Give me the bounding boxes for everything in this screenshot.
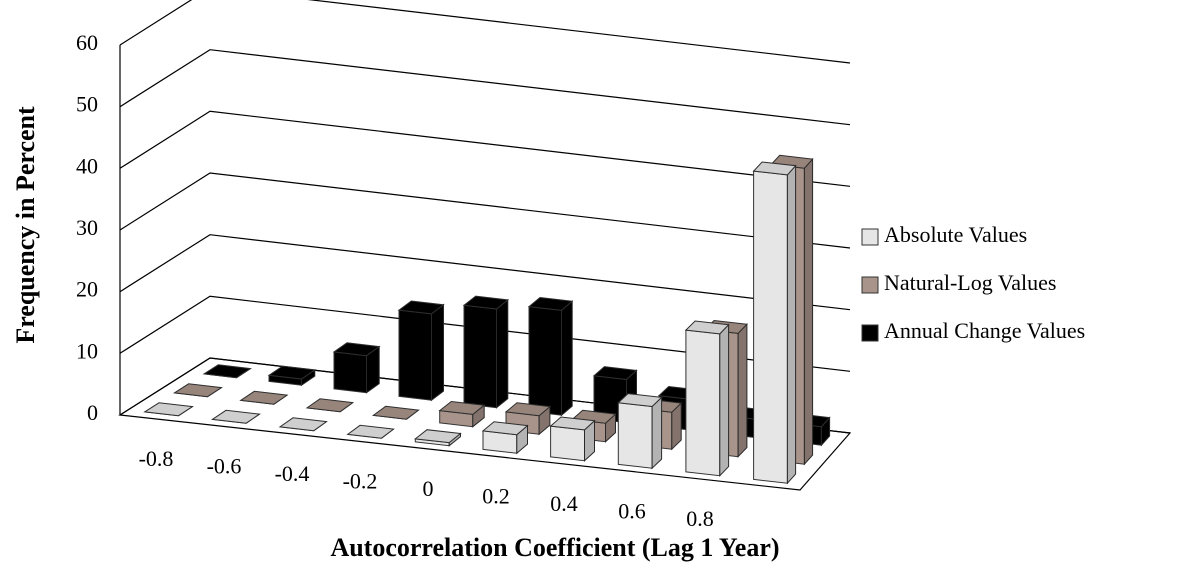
bar-side [561,300,573,417]
grid-line [119,110,851,187]
grid-line [119,172,851,249]
grid-line [119,234,851,311]
bar-top [462,295,510,310]
bar-side [719,323,730,477]
x-tick-label: 0.6 [618,498,646,523]
bar-top [684,320,730,335]
bar-side [431,303,444,402]
bar-top [210,409,261,424]
bar-top [504,402,552,417]
bar-side [737,322,748,458]
bar-top [481,421,529,436]
x-tick-label: -0.6 [207,453,242,478]
bar-side [803,157,814,466]
bar-front [333,351,367,394]
bar-front [398,309,432,401]
y-tick-label: 60 [76,30,98,55]
x-tick-label: 0.8 [686,506,714,531]
bar-front [528,306,562,416]
y-tick-label: 0 [87,400,98,425]
legend-label: Natural-Log Values [884,270,1057,295]
bar-top [617,393,663,408]
bar-top [346,424,395,439]
bar-top [752,161,797,176]
y-tick-label: 40 [76,153,98,178]
grid-line [119,49,851,126]
bar-front [685,329,721,477]
grid-line [119,0,851,64]
legend-swatch [861,276,879,294]
bar-top [371,405,420,420]
bar-top [172,383,223,398]
bar-top [202,364,252,379]
bar-top [592,366,638,381]
bar-top [278,417,328,432]
legend-label: Absolute Values [884,222,1027,247]
legend-swatch [861,324,879,342]
bar-front [617,402,653,469]
x-tick-label: -0.2 [343,468,378,493]
legend-swatch [861,228,879,246]
y-axis-title: Frequency in Percent [11,106,40,344]
bar-side [786,164,797,485]
bar-top [267,365,317,380]
x-axis-title: Autocorrelation Coefficient (Lag 1 Year) [330,533,779,562]
bar-top [414,429,462,444]
bar-top [143,402,194,417]
legend-label: Annual Change Values [884,318,1085,343]
x-tick-label: 0.4 [550,491,578,516]
bar-front [753,170,788,484]
bar-side [496,298,509,409]
bar-top [239,390,289,405]
bar-front [550,425,585,462]
y-tick-label: 20 [76,277,98,302]
y-tick-label: 50 [76,92,98,117]
y-tick-label: 10 [76,338,98,363]
x-tick-label: 0.2 [482,483,510,508]
bar-top [332,342,381,357]
bar-top [549,416,596,431]
y-tick-label: 30 [76,215,98,240]
grid-line [119,295,851,372]
x-tick-label: 0 [423,476,434,501]
bar-top [305,398,355,413]
bar-top [438,400,486,415]
x-tick-label: -0.8 [139,446,174,471]
bar-top [397,300,445,315]
bar-side [651,396,663,470]
bar-top [527,296,574,311]
bar-front [463,304,497,409]
x-tick-label: -0.4 [275,461,310,486]
